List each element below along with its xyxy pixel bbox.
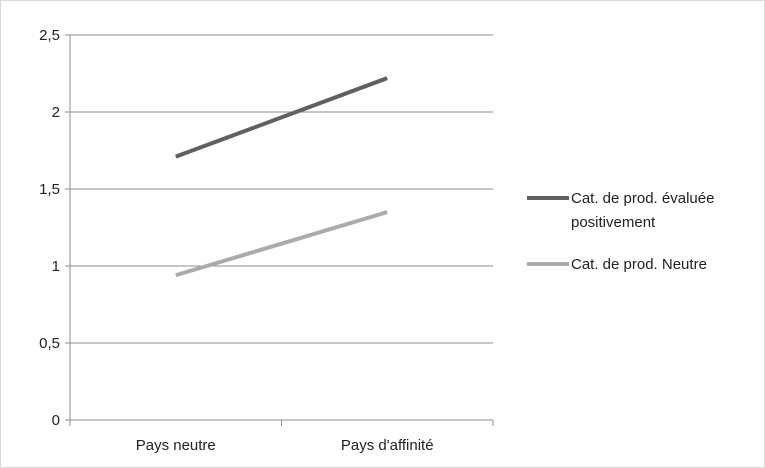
- legend-label: Cat. de prod. Neutre: [571, 256, 707, 273]
- axes: [69, 35, 493, 421]
- legend-item-2: Cat. de prod. Neutre: [527, 256, 707, 273]
- series-line-2: [175, 210, 388, 278]
- series-lines: [175, 76, 388, 278]
- x-tick-label: Pays d'affinité: [341, 437, 434, 454]
- y-axis-ticks: 0 0,5 1 1,5 2 2,5: [39, 27, 70, 429]
- y-tick-label: 2: [52, 104, 60, 121]
- y-tick-label: 1: [52, 258, 60, 275]
- legend-label: Cat. de prod. évaluée: [571, 190, 714, 207]
- series-line-1: [175, 76, 388, 159]
- y-tick-label: 1,5: [39, 181, 60, 198]
- x-axis-ticks: Pays neutre Pays d'affinité: [69, 420, 494, 454]
- y-tick-label: 0,5: [39, 335, 60, 352]
- x-tick-label: Pays neutre: [136, 437, 216, 454]
- y-tick-label: 0: [52, 412, 60, 429]
- legend-item-1: Cat. de prod. évaluée positivement: [527, 190, 714, 231]
- y-tick-label: 2,5: [39, 27, 60, 44]
- gridlines: [70, 34, 493, 344]
- legend-label: positivement: [571, 214, 656, 231]
